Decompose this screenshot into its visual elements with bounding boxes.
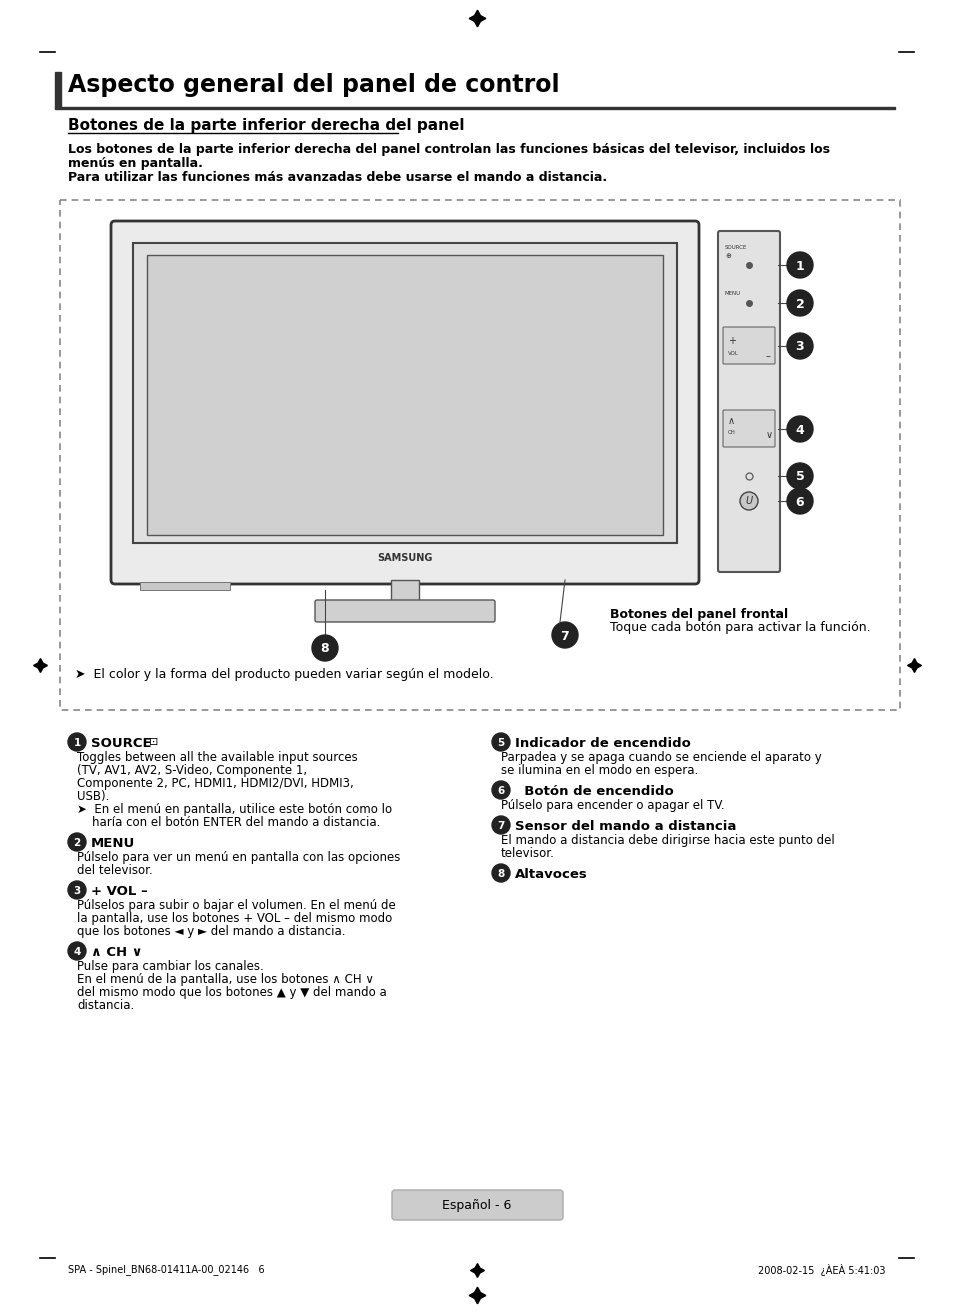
FancyBboxPatch shape (722, 410, 774, 446)
Circle shape (786, 334, 812, 358)
Text: Toggles between all the available input sources: Toggles between all the available input … (77, 751, 357, 764)
Text: ⊡: ⊡ (149, 737, 158, 747)
FancyBboxPatch shape (718, 231, 780, 572)
Circle shape (492, 781, 510, 800)
Circle shape (492, 864, 510, 882)
Circle shape (786, 463, 812, 488)
Circle shape (786, 488, 812, 513)
Text: Para utilizar las funciones más avanzadas debe usarse el mando a distancia.: Para utilizar las funciones más avanzada… (68, 171, 606, 184)
Circle shape (786, 290, 812, 316)
Text: televisor.: televisor. (500, 847, 555, 860)
Text: ∧ CH ∨: ∧ CH ∨ (91, 945, 142, 958)
FancyBboxPatch shape (392, 1190, 562, 1220)
Text: Botones de la parte inferior derecha del panel: Botones de la parte inferior derecha del… (68, 118, 464, 133)
Text: Sensor del mando a distancia: Sensor del mando a distancia (515, 821, 736, 832)
Circle shape (68, 733, 86, 751)
Text: ∧: ∧ (727, 416, 735, 425)
Text: 3: 3 (795, 340, 803, 353)
Text: ∨: ∨ (765, 429, 772, 440)
Circle shape (68, 881, 86, 899)
Text: 6: 6 (497, 786, 504, 796)
FancyBboxPatch shape (722, 327, 774, 364)
Circle shape (68, 941, 86, 960)
Bar (132, 243, 677, 544)
FancyBboxPatch shape (111, 221, 699, 584)
Text: Botón de encendido: Botón de encendido (515, 785, 673, 798)
Text: menús en pantalla.: menús en pantalla. (68, 158, 203, 169)
Text: +: + (727, 336, 735, 347)
Text: 4: 4 (795, 424, 803, 436)
Text: ➤  El color y la forma del producto pueden variar según el modelo.: ➤ El color y la forma del producto puede… (75, 668, 493, 681)
Text: del televisor.: del televisor. (77, 864, 152, 877)
FancyBboxPatch shape (314, 600, 495, 622)
Bar (391, 580, 418, 601)
Circle shape (68, 832, 86, 851)
Text: Español - 6: Español - 6 (442, 1199, 511, 1212)
Text: Púlselos para subir o bajar el volumen. En el menú de: Púlselos para subir o bajar el volumen. … (77, 899, 395, 913)
Text: se ilumina en el modo en espera.: se ilumina en el modo en espera. (500, 764, 698, 777)
Text: (TV, AV1, AV2, S-Video, Componente 1,: (TV, AV1, AV2, S-Video, Componente 1, (77, 764, 307, 777)
Text: Botones del panel frontal: Botones del panel frontal (609, 608, 787, 621)
Text: 2: 2 (795, 298, 803, 310)
Bar (147, 255, 662, 534)
Text: 7: 7 (560, 629, 569, 642)
Text: 1: 1 (73, 738, 81, 748)
Text: 8: 8 (320, 642, 329, 655)
Circle shape (552, 622, 578, 649)
Text: + VOL –: + VOL – (91, 885, 148, 898)
Text: la pantalla, use los botones + VOL – del mismo modo: la pantalla, use los botones + VOL – del… (77, 913, 392, 924)
Text: 5: 5 (497, 738, 504, 748)
Text: ➤  En el menú en pantalla, utilice este botón como lo: ➤ En el menú en pantalla, utilice este b… (77, 804, 392, 815)
Text: Componente 2, PC, HDMI1, HDMI2/DVI, HDMI3,: Componente 2, PC, HDMI1, HDMI2/DVI, HDMI… (77, 777, 354, 790)
Text: Púlselo para ver un menú en pantalla con las opciones: Púlselo para ver un menú en pantalla con… (77, 851, 400, 864)
Circle shape (786, 252, 812, 278)
Text: VOL: VOL (727, 351, 739, 356)
Text: El mando a distancia debe dirigirse hacia este punto del: El mando a distancia debe dirigirse haci… (500, 834, 834, 847)
Text: MENU: MENU (724, 291, 740, 295)
Circle shape (492, 815, 510, 834)
Bar (55, 72, 61, 108)
Text: –: – (765, 351, 770, 361)
Text: 6: 6 (795, 495, 803, 508)
Text: SAMSUNG: SAMSUNG (377, 553, 433, 563)
Text: haría con el botón ENTER del mando a distancia.: haría con el botón ENTER del mando a dis… (77, 815, 380, 829)
Text: Parpadea y se apaga cuando se enciende el aparato y: Parpadea y se apaga cuando se enciende e… (500, 751, 821, 764)
Text: 2: 2 (73, 838, 81, 848)
Text: 4: 4 (73, 947, 81, 957)
Text: Púlselo para encender o apagar el TV.: Púlselo para encender o apagar el TV. (500, 800, 724, 811)
Text: 3: 3 (73, 886, 81, 895)
Text: ⊕: ⊕ (724, 253, 730, 259)
Text: 8: 8 (497, 869, 504, 878)
Text: Toque cada botón para activar la función.: Toque cada botón para activar la función… (609, 621, 870, 634)
Text: 7: 7 (497, 821, 504, 831)
Circle shape (786, 416, 812, 442)
Text: que los botones ◄ y ► del mando a distancia.: que los botones ◄ y ► del mando a distan… (77, 924, 345, 937)
Text: Altavoces: Altavoces (515, 868, 587, 881)
Text: 1: 1 (795, 260, 803, 273)
Text: Indicador de encendido: Indicador de encendido (515, 737, 690, 750)
Text: En el menú de la pantalla, use los botones ∧ CH ∨: En el menú de la pantalla, use los boton… (77, 973, 374, 986)
Circle shape (492, 733, 510, 751)
Text: 5: 5 (795, 470, 803, 483)
Text: U: U (744, 496, 752, 506)
Text: MENU: MENU (91, 836, 135, 850)
Text: SOURCE: SOURCE (91, 737, 152, 750)
Text: distancia.: distancia. (77, 999, 134, 1012)
Circle shape (740, 492, 758, 509)
Circle shape (312, 635, 337, 660)
Bar (140, 582, 230, 590)
Text: Pulse para cambiar los canales.: Pulse para cambiar los canales. (77, 960, 263, 973)
Text: del mismo modo que los botones ▲ y ▼ del mando a: del mismo modo que los botones ▲ y ▼ del… (77, 986, 386, 999)
Text: Los botones de la parte inferior derecha del panel controlan las funciones básic: Los botones de la parte inferior derecha… (68, 143, 829, 156)
Text: Aspecto general del panel de control: Aspecto general del panel de control (68, 74, 559, 97)
Text: USB).: USB). (77, 790, 110, 804)
Text: SPA - Spinel_BN68-01411A-00_02146   6: SPA - Spinel_BN68-01411A-00_02146 6 (68, 1264, 264, 1275)
Text: 2008-02-15  ¿ÀEÀ 5:41:03: 2008-02-15 ¿ÀEÀ 5:41:03 (758, 1264, 885, 1276)
Text: SOURCE: SOURCE (724, 246, 746, 249)
Bar (55, 106, 894, 109)
Text: CH: CH (727, 429, 735, 435)
